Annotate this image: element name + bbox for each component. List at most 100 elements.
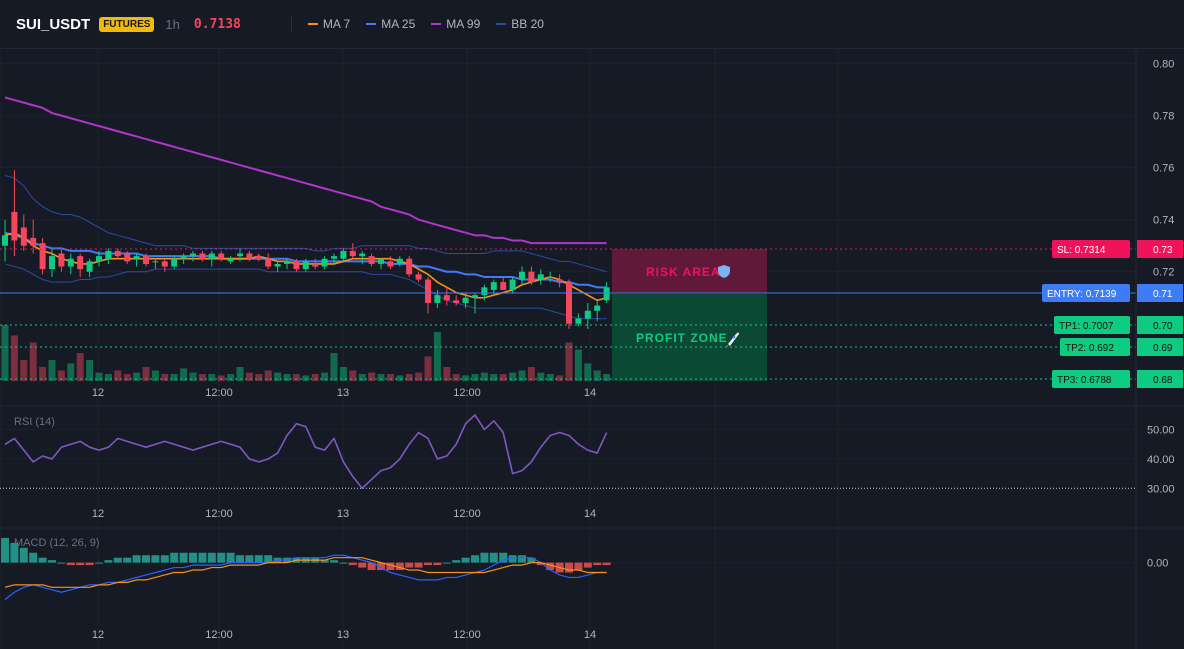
candle-body [434,295,441,303]
candle-body [509,279,516,290]
legend-ma25-label: MA 25 [381,17,416,31]
candle-body [86,261,93,272]
candle-body [556,279,563,283]
volume-bar [255,374,263,381]
candle-body [406,258,413,275]
candle-body [237,253,243,257]
candle-body [378,258,384,264]
volume-bar [95,372,103,381]
volume-bar [20,360,28,381]
candle-body [387,261,394,267]
candle-body [30,237,37,246]
legend-ma25[interactable]: MA 25 [366,17,415,31]
candle-body [368,256,375,264]
volume-bar [415,372,423,381]
candle-body [519,271,525,280]
stop-loss-price-box [1137,240,1183,258]
volume-bar [217,375,225,381]
macd-hist-bar [38,557,47,563]
trade-zones: RISK AREA PROFIT ZONE [612,249,767,381]
legend-bb20[interactable]: BB 20 [496,17,544,31]
volume-bar [48,360,56,381]
macd-hist-bar [405,562,414,568]
macd-hist-bar [207,552,216,563]
volume-bar [86,360,94,381]
candle-body [453,300,460,303]
entry-price-box [1137,284,1183,302]
macd-hist-bar [330,560,338,563]
volume-bar [76,353,84,381]
volume-bar [339,367,347,381]
candle-body [208,253,215,259]
macd-hist-bar [480,552,489,563]
macd-hist-bar [461,557,470,563]
macd-panel[interactable]: MACD (12, 26, 9) [0,537,1136,601]
volume-bar [189,372,197,381]
symbol-name[interactable]: SUI_USDT [16,15,91,33]
macd-hist-bar [76,562,85,566]
volume-bar [349,370,357,381]
time-tick-label: 12:00 [205,508,233,520]
macd-hist-bar [179,552,188,563]
candle-body [396,258,403,264]
macd-hist-bar [85,562,94,566]
volume-bar [311,374,319,381]
rsi-panel[interactable]: RSI (14) [0,414,1136,490]
macd-hist-bar [170,552,179,563]
candle-body [537,274,544,280]
volume-bar [443,367,451,381]
time-tick-label: 12:00 [453,387,481,399]
candle-body [67,258,74,267]
rsi-tick-label: 40.00 [1147,454,1175,466]
rsi-tick-label: 50.00 [1147,425,1175,437]
legend-ma7[interactable]: MA 7 [307,17,350,31]
candle-body [199,253,206,259]
time-tick-label: 13 [337,629,349,641]
macd-hist-bar [452,560,461,563]
candle-body [11,211,18,241]
take-profit-3-price: 0.68 [1153,375,1173,386]
price-tick-label: 0.78 [1153,111,1174,123]
macd-hist-bar [48,560,56,563]
candle-body [105,250,112,259]
rocket-icon [725,332,739,348]
volume-bar [227,374,235,381]
macd-hist-bar [95,562,103,564]
rsi-grid [0,429,1136,489]
volume-bar [556,375,564,381]
candle-body [603,287,610,301]
macd-hist-bar [113,557,122,563]
price-panel[interactable]: RISK AREA PROFIT ZONE SL: 0.7314 0.73 ENTR… [0,48,1183,649]
volume-bars [1,325,611,381]
macd-hist-bar [264,555,273,563]
candle-body [20,227,27,246]
candle-body [58,253,65,267]
volume-bar [593,370,601,381]
volume-bar [236,367,244,381]
legend-ma99[interactable]: MA 99 [431,17,480,31]
price-scales: 0.80 0.78 0.76 0.74 0.72 50.00 40.00 30.00 0.00 [1147,59,1175,570]
candle-body [293,261,300,270]
volume-bar [386,374,394,381]
volume-bar [133,372,141,381]
candle-body [566,282,572,324]
take-profit-3-label: TP3: 0.6788 [1057,375,1112,386]
macd-hist-bar [358,562,367,568]
macd-tick-label: 0.00 [1147,558,1168,570]
ma99-line [4,96,607,245]
macd-hist-bar [565,562,573,573]
volume-bar [405,374,413,381]
volume-bar [424,356,432,381]
macd-hist-bar [518,555,526,563]
stop-loss-label: SL: 0.7314 [1057,245,1106,256]
macd-hist-bar [66,562,75,566]
profit-zone-label: PROFIT ZONE [636,331,728,345]
macd-hist-bar [348,562,357,566]
timeframe-label[interactable]: 1h [165,16,180,32]
take-profit-1-price-box [1137,316,1183,334]
macd-hist-bar [132,555,141,563]
volume-bar [208,374,216,381]
take-profit-2-price: 0.69 [1153,343,1173,354]
rsi-tick-label: 30.00 [1147,483,1175,495]
